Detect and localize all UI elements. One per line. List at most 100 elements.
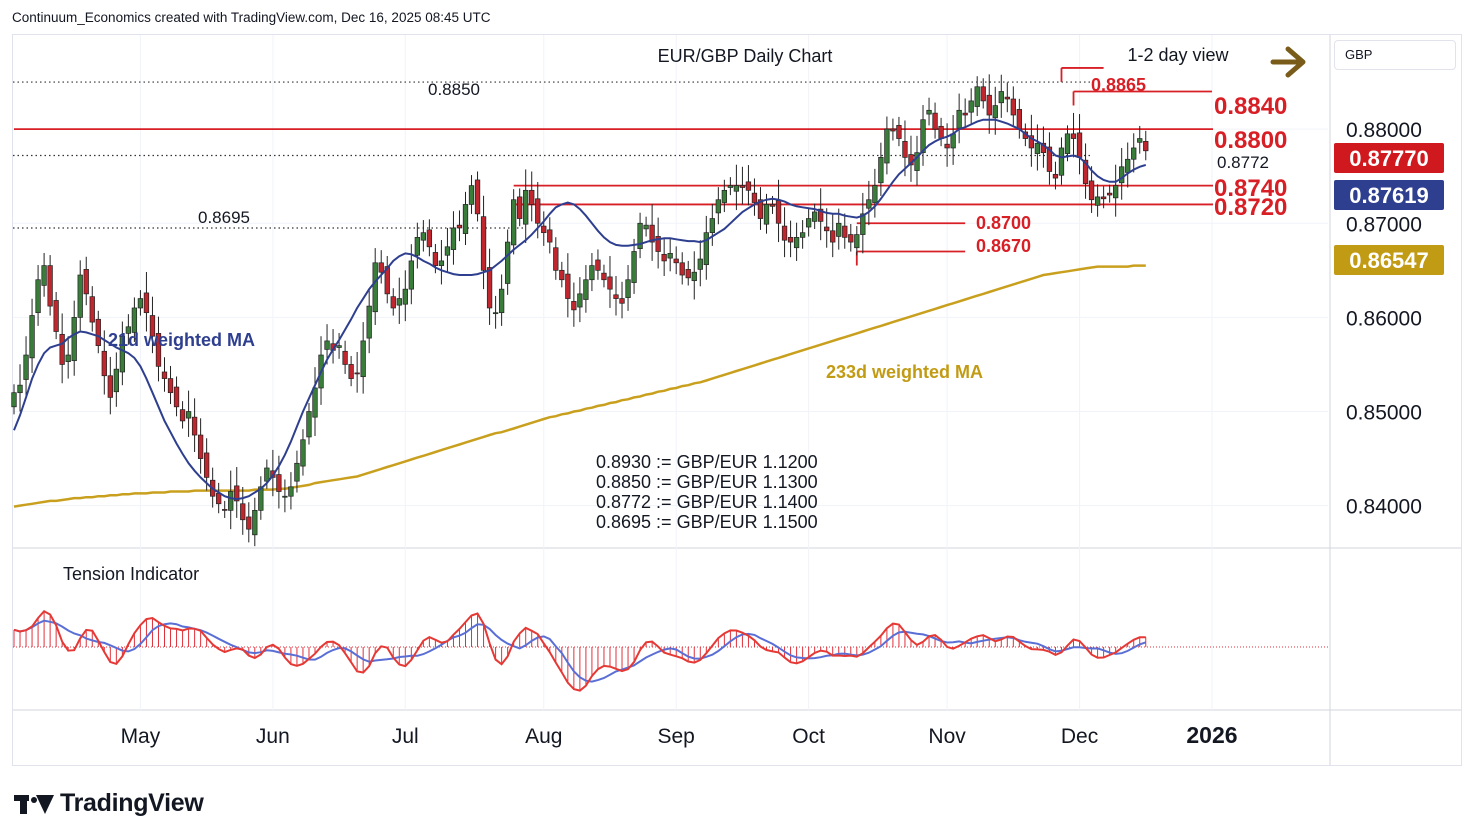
candle bbox=[191, 398, 198, 452]
candle bbox=[1076, 114, 1083, 175]
candle bbox=[691, 251, 697, 300]
candle-body bbox=[769, 204, 776, 207]
candle-body bbox=[631, 251, 637, 283]
candle-body bbox=[679, 262, 685, 276]
candle-body bbox=[41, 265, 47, 286]
candle-body bbox=[384, 266, 390, 295]
candle-body bbox=[715, 199, 721, 214]
candle-body bbox=[733, 185, 740, 192]
candle bbox=[426, 219, 433, 257]
candle-body bbox=[462, 204, 469, 234]
candle bbox=[197, 418, 204, 474]
candle-body bbox=[986, 94, 992, 116]
candle bbox=[944, 123, 950, 167]
candle bbox=[902, 120, 908, 177]
candle bbox=[155, 316, 162, 382]
candle-body bbox=[222, 509, 228, 511]
candle bbox=[53, 291, 59, 340]
candle bbox=[878, 142, 884, 196]
candle-body bbox=[444, 246, 451, 256]
candle-body bbox=[1052, 173, 1059, 179]
level-label-0.8840: 0.8840 bbox=[1214, 93, 1287, 120]
candle-body bbox=[872, 185, 878, 203]
candle bbox=[757, 187, 764, 230]
candle-body bbox=[203, 452, 210, 478]
candle-body bbox=[1064, 133, 1071, 154]
candle bbox=[998, 74, 1004, 118]
candle-body bbox=[258, 486, 264, 511]
candle bbox=[974, 76, 980, 117]
candle bbox=[1106, 184, 1113, 203]
candle-body bbox=[282, 495, 288, 498]
candle-body bbox=[432, 252, 439, 266]
x-tick-label: Jul bbox=[392, 725, 419, 748]
tradingview-logo-text: TradingView bbox=[60, 788, 204, 817]
tension-slow-line bbox=[13, 619, 1147, 683]
candle bbox=[559, 261, 565, 288]
y-tick-label: 0.88000 bbox=[1346, 119, 1422, 142]
candle bbox=[908, 135, 914, 182]
candle-body bbox=[757, 199, 764, 219]
candle-body bbox=[691, 271, 697, 282]
candle-body bbox=[1046, 146, 1053, 172]
candle bbox=[161, 357, 168, 392]
candle bbox=[812, 203, 818, 229]
candle bbox=[787, 220, 794, 258]
candle-body bbox=[703, 232, 709, 266]
candle-body bbox=[264, 467, 270, 482]
candle bbox=[1028, 114, 1035, 167]
candle-body bbox=[65, 354, 71, 362]
candle-body bbox=[149, 315, 156, 337]
candle-body bbox=[842, 225, 848, 238]
candle-body bbox=[1131, 147, 1137, 160]
candle-body bbox=[372, 262, 378, 313]
candle bbox=[896, 116, 902, 147]
candle bbox=[1082, 143, 1089, 199]
chart-attribution: Continuum_Economics created with Trading… bbox=[12, 10, 491, 25]
candle-body bbox=[492, 312, 499, 315]
candle bbox=[95, 310, 101, 354]
candle bbox=[185, 390, 192, 437]
candle-body bbox=[312, 387, 318, 418]
candle bbox=[980, 78, 986, 109]
level-label-0.8700: 0.8700 bbox=[976, 213, 1031, 233]
candles-layer bbox=[11, 74, 1149, 547]
candle-body bbox=[860, 213, 866, 235]
levels-layer bbox=[13, 67, 1213, 266]
candle-body bbox=[799, 232, 806, 238]
candle bbox=[607, 256, 613, 308]
candle bbox=[1058, 137, 1065, 185]
candle bbox=[986, 74, 992, 134]
candle bbox=[246, 502, 252, 543]
candle bbox=[65, 336, 71, 379]
tradingview-logo[interactable]: TradingView bbox=[14, 788, 204, 818]
candle-body bbox=[824, 226, 830, 232]
candle-body bbox=[35, 279, 41, 314]
candle bbox=[222, 500, 228, 518]
candle-body bbox=[294, 462, 300, 482]
candle bbox=[962, 98, 968, 129]
candle-body bbox=[920, 119, 926, 154]
level-label-0.8865: 0.8865 bbox=[1091, 75, 1146, 95]
candle bbox=[583, 265, 589, 313]
candle-body bbox=[197, 434, 204, 459]
candle-body bbox=[980, 86, 986, 102]
candle-body bbox=[360, 340, 366, 378]
candle bbox=[968, 88, 974, 124]
candle-body bbox=[101, 350, 107, 377]
candle bbox=[366, 289, 372, 354]
candle-body bbox=[336, 345, 342, 348]
currency-selector[interactable]: GBP bbox=[1334, 40, 1456, 70]
candle bbox=[890, 118, 896, 141]
candle bbox=[402, 270, 408, 322]
y-tick-label: 0.87000 bbox=[1346, 213, 1422, 236]
candle-body bbox=[565, 273, 571, 299]
candle bbox=[360, 322, 366, 394]
candle-body bbox=[992, 105, 998, 119]
candle-body bbox=[751, 192, 758, 203]
candle-body bbox=[125, 326, 132, 334]
candle bbox=[884, 116, 890, 175]
candle bbox=[655, 217, 661, 269]
candle bbox=[631, 238, 637, 294]
